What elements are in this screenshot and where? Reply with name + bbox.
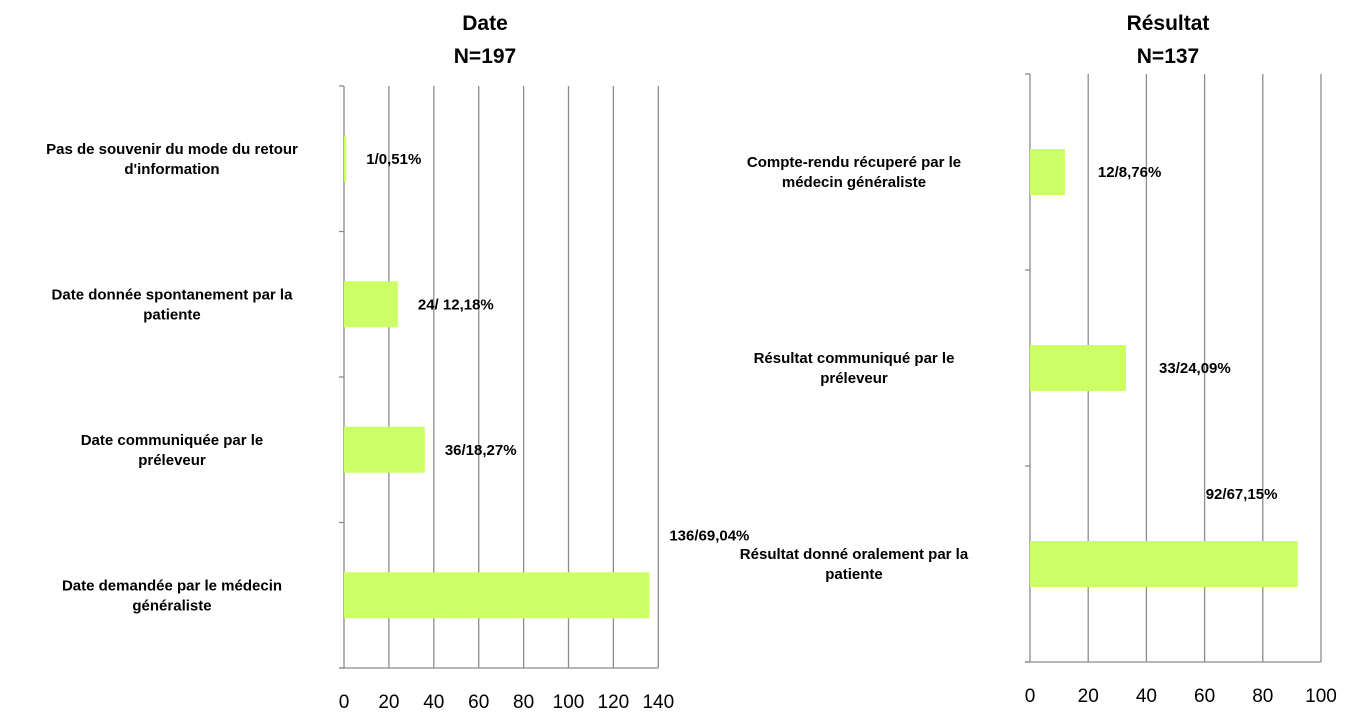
category-label: Date donnée spontanement par la patiente: [52, 286, 294, 323]
x-tick-label: 40: [1136, 686, 1157, 707]
x-tick-label: 100: [1305, 686, 1337, 707]
chart-date-subtitle: N=197: [454, 45, 516, 68]
chart-date: Date N=197 0 20 40 60 80 100 120 140 Pas de souv…: [46, 12, 749, 713]
x-tick-label: 140: [642, 692, 674, 713]
x-tick-label: 60: [468, 692, 489, 713]
bar: [344, 281, 398, 328]
category-label: Compte-rendu récuperé par le médecin géné…: [747, 154, 961, 191]
chart-date-title: Date: [462, 12, 508, 35]
x-tick-label: 120: [598, 692, 630, 713]
x-tick-label: 20: [378, 692, 399, 713]
bar: [1030, 345, 1127, 391]
bar: [344, 135, 347, 182]
category-label: Résultat communiqué par le préleveur: [754, 350, 955, 387]
chart-resultat: Résultat N=137 0 20 40 60 80 100 Compte-rendu …: [740, 12, 1337, 707]
x-tick-label: 20: [1078, 686, 1099, 707]
x-tick-label: 80: [513, 692, 534, 713]
bar: [1030, 541, 1298, 587]
bar: [344, 572, 650, 619]
x-tick-label: 0: [339, 692, 350, 713]
category-label: Date communiquée par le préleveur: [81, 432, 264, 469]
category-label: Date demandée par le médecin généraliste: [62, 577, 282, 614]
data-label: 36/18,27%: [445, 442, 517, 459]
category-label: Résultat donné oralement par la patiente: [740, 546, 969, 583]
data-label: 92/67,15%: [1206, 486, 1278, 503]
chart-resultat-subtitle: N=137: [1137, 45, 1199, 68]
data-label: 12/8,76%: [1098, 164, 1161, 181]
x-tick-label: 80: [1252, 686, 1273, 707]
x-tick-label: 40: [423, 692, 444, 713]
data-label: 24/ 12,18%: [418, 296, 494, 313]
bar: [1030, 149, 1065, 195]
x-tick-label: 60: [1194, 686, 1215, 707]
x-tick-label: 100: [553, 692, 585, 713]
bar: [344, 426, 425, 473]
data-label: 33/24,09%: [1159, 360, 1231, 377]
data-label: 1/0,51%: [366, 151, 421, 168]
chart-resultat-title: Résultat: [1127, 12, 1210, 35]
data-label: 136/69,04%: [669, 527, 749, 544]
category-label: Pas de souvenir du mode du retour d'infor…: [46, 141, 298, 178]
x-tick-label: 0: [1025, 686, 1036, 707]
